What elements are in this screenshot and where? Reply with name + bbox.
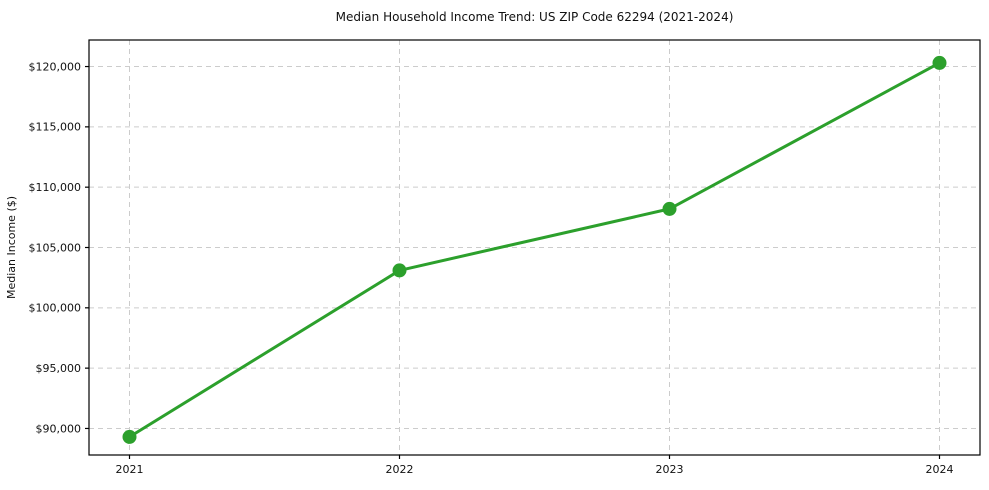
y-tick-label: $90,000 <box>36 422 82 435</box>
data-line <box>128 61 941 439</box>
chart-title: Median Household Income Trend: US ZIP Co… <box>335 10 734 24</box>
y-tick-label: $120,000 <box>29 60 82 73</box>
data-point <box>122 429 137 444</box>
y-tick-label: $105,000 <box>29 241 82 254</box>
y-tick-label: $115,000 <box>29 121 82 134</box>
y-axis-label: Median Income ($) <box>5 196 18 299</box>
x-tick-label: 2024 <box>926 463 954 476</box>
x-tick-label: 2022 <box>386 463 414 476</box>
y-tick-label: $100,000 <box>29 302 82 315</box>
x-tick-label: 2021 <box>116 463 144 476</box>
x-tick-label: 2023 <box>656 463 684 476</box>
data-point <box>392 263 407 278</box>
data-point <box>662 201 677 216</box>
y-tick-label: $110,000 <box>29 181 82 194</box>
y-tick-label: $95,000 <box>36 362 82 375</box>
data-point <box>932 55 947 70</box>
